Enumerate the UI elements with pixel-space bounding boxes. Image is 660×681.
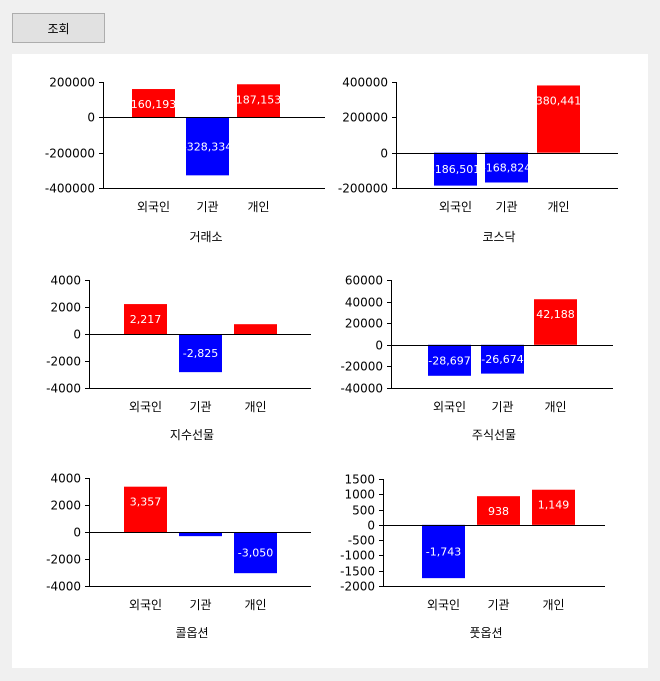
bar — [534, 299, 577, 345]
data-label: 380,441 — [536, 94, 582, 107]
data-label: 160,193 — [131, 98, 177, 111]
bar — [179, 532, 222, 537]
chart-panel — [12, 54, 648, 668]
y-tick-label: 0 — [87, 111, 95, 125]
category-label: 외국인 — [439, 200, 472, 214]
y-tick-label: 0 — [375, 339, 383, 353]
y-tick-label: -4000 — [46, 580, 81, 594]
data-label: -3,050 — [238, 547, 273, 560]
bar — [428, 344, 471, 376]
bar — [434, 152, 477, 186]
data-label: 938 — [488, 505, 509, 518]
y-tick-label: 60000 — [345, 274, 383, 288]
bar — [532, 489, 575, 525]
data-label: -186,501 — [431, 163, 480, 176]
category-label: 개인 — [244, 598, 266, 612]
category-label: 기관 — [196, 200, 218, 214]
y-tick-label: -200000 — [45, 147, 95, 161]
data-label: 3,357 — [130, 496, 162, 509]
bar — [124, 486, 167, 532]
bar — [179, 334, 222, 373]
y-tick-label: 500 — [352, 504, 375, 518]
y-tick-label: 4000 — [50, 472, 81, 486]
data-label: 2,217 — [130, 313, 162, 326]
y-tick-label: -2000 — [46, 355, 81, 369]
bar — [481, 344, 524, 374]
y-tick-label: 4000 — [50, 274, 81, 288]
y-tick-label: -500 — [348, 534, 375, 548]
data-label: 727 — [245, 333, 266, 346]
y-tick-label: -1500 — [340, 565, 375, 579]
chart-title: 콜옵션 — [175, 626, 208, 640]
bar — [124, 304, 167, 334]
data-label: 1,149 — [538, 499, 570, 512]
y-tick-label: 0 — [380, 147, 388, 161]
y-tick-label: 200000 — [49, 76, 95, 90]
data-label: -328,334 — [183, 140, 232, 153]
bar — [186, 117, 229, 176]
y-tick-label: 0 — [73, 526, 81, 540]
chart-title: 주식선물 — [472, 428, 516, 442]
y-tick-label: -400000 — [45, 182, 95, 196]
y-tick-label: 0 — [367, 519, 375, 533]
chart-title: 풋옵션 — [469, 626, 502, 640]
data-label: -28,697 — [428, 354, 470, 367]
bar — [132, 89, 175, 118]
y-tick-label: -1000 — [340, 549, 375, 563]
y-tick-label: -2000 — [46, 553, 81, 567]
y-tick-label: 2000 — [50, 301, 81, 315]
data-label: -26,674 — [481, 353, 523, 366]
data-label: -2,825 — [183, 347, 218, 360]
y-tick-label: 400000 — [342, 76, 388, 90]
category-label: 개인 — [244, 400, 266, 414]
y-tick-label: -20000 — [340, 360, 383, 374]
y-tick-label: -4000 — [46, 382, 81, 396]
chart-title: 거래소 — [189, 230, 222, 244]
y-tick-label: 20000 — [345, 317, 383, 331]
category-label: 기관 — [189, 400, 211, 414]
category-label: 외국인 — [427, 598, 460, 612]
y-tick-label: 1000 — [344, 488, 375, 502]
category-label: 개인 — [247, 200, 269, 214]
chart-title: 코스닥 — [482, 230, 515, 244]
y-tick-label: 200000 — [342, 111, 388, 125]
chart-title: 지수선물 — [170, 428, 214, 442]
category-label: 외국인 — [129, 598, 162, 612]
bar — [537, 85, 580, 153]
category-label: 개인 — [544, 400, 566, 414]
category-label: 기관 — [491, 400, 513, 414]
bar — [485, 152, 528, 183]
y-tick-label: 0 — [73, 328, 81, 342]
category-label: 기관 — [189, 598, 211, 612]
y-tick-label: -200000 — [338, 182, 388, 196]
bar — [477, 496, 520, 525]
category-label: 외국인 — [137, 200, 170, 214]
bar — [234, 532, 277, 574]
category-label: 개인 — [542, 598, 564, 612]
bar — [237, 84, 280, 118]
data-label: -1,743 — [426, 546, 461, 559]
y-tick-label: -40000 — [340, 382, 383, 396]
data-label: 187,153 — [236, 93, 282, 106]
category-label: 외국인 — [129, 400, 162, 414]
query-button[interactable]: 조회 — [12, 13, 105, 43]
category-label: 외국인 — [433, 400, 466, 414]
data-label: 42,188 — [536, 308, 575, 321]
y-tick-label: 1500 — [344, 473, 375, 487]
y-tick-label: 40000 — [345, 296, 383, 310]
bar — [234, 324, 277, 334]
y-tick-label: -2000 — [340, 580, 375, 594]
y-tick-label: 2000 — [50, 499, 81, 513]
category-label: 개인 — [547, 200, 569, 214]
category-label: 기관 — [495, 200, 517, 214]
data-label: -168,824 — [482, 162, 531, 175]
category-label: 기관 — [487, 598, 509, 612]
bar — [422, 524, 465, 579]
